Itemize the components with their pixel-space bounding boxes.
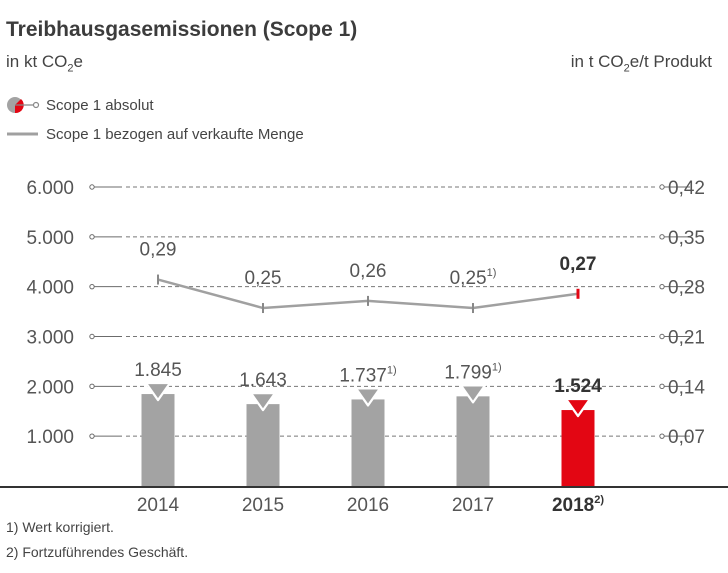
right-tick-label: 0,28	[668, 278, 705, 299]
legend-label: Scope 1 bezogen auf verkaufte Menge	[46, 125, 304, 143]
left-tick-dot	[89, 333, 95, 340]
footnote-ref: 2)	[594, 494, 604, 506]
bar-marker	[459, 384, 487, 404]
bar-value-label: 1.643	[239, 370, 287, 391]
footnote-ref: 1)	[387, 364, 397, 376]
bar-marker	[564, 397, 592, 418]
bar-value-label: 1.7991)	[444, 361, 501, 383]
right-tick-dot	[659, 184, 665, 190]
bar-marker-icon	[7, 97, 40, 114]
right-tick-label: 0,14	[668, 377, 705, 398]
x-tick-label: 2014	[137, 495, 180, 516]
bar-marker	[249, 392, 277, 412]
right-tick-label: 0,21	[668, 328, 705, 349]
right-tick-dot	[659, 383, 665, 390]
left-tick-label: 6.000	[26, 178, 74, 199]
footnote-2: 2) Fortzuführendes Geschäft.	[6, 544, 189, 560]
line-value-label: 0,25	[245, 268, 282, 289]
bar	[561, 410, 595, 486]
bar-marker	[354, 387, 382, 407]
left-tick-label: 3.000	[26, 328, 74, 349]
right-tick-label: 0,42	[668, 178, 705, 199]
footnote-ref: 1)	[487, 267, 497, 279]
bar-value-label: 1.524	[554, 376, 602, 397]
left-tick-label: 4.000	[26, 278, 74, 299]
bar	[351, 399, 385, 486]
bar	[456, 396, 490, 486]
left-axis-unit: in kt CO2e	[6, 52, 83, 75]
left-tick-dot	[89, 433, 95, 439]
line-value-label: 0,26	[350, 261, 387, 282]
right-axis-unit: in t CO2e/t Produkt	[570, 52, 712, 75]
right-tick-dot	[659, 283, 665, 290]
right-tick-label: 0,07	[668, 427, 705, 448]
left-tick-dot	[89, 383, 95, 390]
line-value-label: 0,27	[560, 254, 597, 275]
legend-item-relative: Scope 1 bezogen auf verkaufte Menge	[6, 125, 304, 143]
x-tick-label: 20182)	[552, 494, 604, 516]
bar-value-label: 1.845	[134, 360, 182, 381]
left-tick-dot	[89, 234, 95, 240]
left-tick-label: 5.000	[26, 228, 74, 249]
x-tick-label: 2016	[347, 495, 389, 516]
line-value-label: 0,29	[140, 240, 177, 261]
left-tick-label: 1.000	[26, 427, 74, 448]
right-tick-dot	[659, 433, 665, 439]
right-tick-dot	[659, 234, 665, 240]
legend-item-absolute: Scope 1 absolut	[6, 96, 154, 114]
line-icon	[7, 132, 38, 136]
x-tick-label: 2015	[242, 495, 284, 516]
left-tick-dot	[89, 184, 95, 190]
left-tick-dot	[89, 283, 95, 290]
right-tick-dot	[659, 333, 665, 340]
chart-title: Treibhausgasemissionen (Scope 1)	[6, 18, 358, 41]
bar	[246, 404, 280, 486]
bar	[141, 394, 175, 486]
bar-value-label: 1.7371)	[339, 364, 396, 386]
right-tick-label: 0,35	[668, 228, 705, 249]
footnote-1: 1) Wert korrigiert.	[6, 519, 114, 535]
left-tick-label: 2.000	[26, 377, 74, 398]
legend-label: Scope 1 absolut	[46, 96, 154, 114]
footnote-ref: 1)	[492, 361, 502, 373]
x-tick-label: 2017	[452, 495, 494, 516]
line-value-label: 0,251)	[450, 267, 497, 289]
bar-marker	[144, 381, 172, 402]
